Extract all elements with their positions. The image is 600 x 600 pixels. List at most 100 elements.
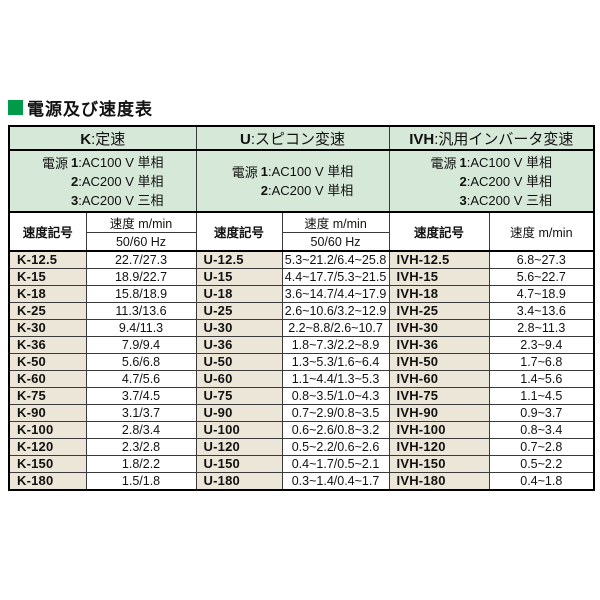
speed-value-cell: 4.7/5.6 — [85, 370, 197, 388]
table-row: K-120 2.3/2.8 U-120 0.5~2.2/0.6~2.6 IVH-120 0… — [8, 438, 595, 456]
speed-value-cell: 0.7~2.8 — [488, 438, 595, 456]
table-row: K-50 5.6/6.8 U-50 1.3~5.3/1.6~6.4 IVH-50 1.7~… — [8, 353, 595, 371]
title-green-square-icon — [8, 100, 23, 115]
power-label-u: 電源 — [231, 165, 258, 180]
power-line: 1:AC100 V 単相 — [260, 164, 354, 179]
speed-value-cell: 3.1/3.7 — [85, 404, 197, 422]
speed-value-cell: 22.7/27.3 — [85, 250, 197, 269]
speed-code-cell: IVH-120 — [388, 438, 490, 456]
speed-code-cell: U-75 — [195, 387, 283, 405]
speed-code-cell: U-90 — [195, 404, 283, 422]
page-title-text: 電源及び速度表 — [27, 100, 153, 119]
section-label-u: :スピコン変速 — [250, 130, 346, 148]
speed-value-cell: 0.7~2.9/0.8~3.5 — [281, 404, 390, 422]
speed-value-cell: 2.2~8.8/2.6~10.7 — [281, 319, 390, 337]
speed-code-cell: K-12.5 — [8, 250, 87, 269]
col-header-freq-u: 50/60 Hz — [281, 232, 390, 252]
speed-code-cell: IVH-150 — [388, 455, 490, 473]
speed-code-cell: K-30 — [8, 319, 87, 337]
speed-value-cell: 0.6~2.6/0.8~3.2 — [281, 421, 390, 439]
speed-value-cell: 1.3~5.3/1.6~6.4 — [281, 353, 390, 371]
section-code-k: K — [80, 130, 92, 148]
table-row: K-25 11.3/13.6 U-25 2.6~10.6/3.2~12.9 IVH-25… — [8, 302, 595, 320]
speed-code-cell: K-50 — [8, 353, 87, 371]
speed-table-body: K-12.5 22.7/27.3 U-12.5 5.3~21.2/6.4~25.8 IV… — [8, 250, 595, 491]
section-header-k: K:定速 — [8, 125, 197, 151]
col-header-code-u: 速度記号 — [195, 211, 283, 252]
speed-code-cell: IVH-36 — [388, 336, 490, 354]
col-header-code-k: 速度記号 — [8, 211, 87, 252]
speed-code-cell: U-60 — [195, 370, 283, 388]
speed-code-cell: IVH-25 — [388, 302, 490, 320]
power-line: 2:AC200 V 単相 — [459, 173, 553, 189]
power-line: 1:AC100 V 単相 — [71, 154, 164, 170]
power-speed-table: K:定速 U:スピコン変速 IVH:汎用インバータ変速 電源 1:AC100 V… — [8, 125, 596, 491]
speed-value-cell: 1.8~7.3/2.2~8.9 — [281, 336, 390, 354]
speed-value-cell: 0.5~2.2/0.6~2.6 — [281, 438, 390, 456]
speed-code-cell: IVH-50 — [388, 353, 490, 371]
table-row: K-90 3.1/3.7 U-90 0.7~2.9/0.8~3.5 IVH-90 0.9~… — [8, 404, 595, 422]
speed-code-cell: K-150 — [8, 455, 87, 473]
speed-value-cell: 5.3~21.2/6.4~25.8 — [281, 250, 390, 269]
speed-code-cell: IVH-30 — [388, 319, 490, 337]
speed-value-cell: 3.7/4.5 — [85, 387, 197, 405]
speed-code-cell: K-15 — [8, 268, 87, 286]
speed-code-cell: K-180 — [8, 472, 87, 491]
speed-code-cell: U-50 — [195, 353, 283, 371]
section-label-ivh: :汎用インバータ変速 — [434, 130, 574, 148]
table-row: K-60 4.7/5.6 U-60 1.1~4.4/1.3~5.3 IVH-60 1.4~… — [8, 370, 595, 388]
table-row: K-75 3.7/4.5 U-75 0.8~3.5/1.0~4.3 IVH-75 1.1~… — [8, 387, 595, 405]
speed-value-cell: 18.9/22.7 — [85, 268, 197, 286]
speed-code-cell: IVH-100 — [388, 421, 490, 439]
speed-value-cell: 0.8~3.4 — [488, 421, 595, 439]
speed-value-cell: 0.9~3.7 — [488, 404, 595, 422]
speed-value-cell: 5.6~22.7 — [488, 268, 595, 286]
col-header-speed-k: 速度 m/min — [85, 211, 197, 233]
col-header-freq-k: 50/60 Hz — [85, 232, 197, 252]
speed-value-cell: 7.9/9.4 — [85, 336, 197, 354]
speed-value-cell: 3.4~13.6 — [488, 302, 595, 320]
speed-value-cell: 2.3~9.4 — [488, 336, 595, 354]
table-row: K-36 7.9/9.4 U-36 1.8~7.3/2.2~8.9 IVH-36 2.3~… — [8, 336, 595, 354]
speed-value-cell: 1.7~6.8 — [488, 353, 595, 371]
power-label-ivh: 電源 — [430, 155, 457, 171]
speed-value-cell: 2.8/3.4 — [85, 421, 197, 439]
speed-value-cell: 1.5/1.8 — [85, 472, 197, 491]
speed-code-cell: IVH-75 — [388, 387, 490, 405]
power-line: 3:AC200 V 三相 — [71, 192, 164, 208]
speed-code-cell: IVH-12.5 — [388, 250, 490, 269]
speed-value-cell: 6.8~27.3 — [488, 250, 595, 269]
power-label-k: 電源 — [42, 155, 69, 171]
speed-value-cell: 3.6~14.7/4.4~17.9 — [281, 285, 390, 303]
table-row: K-18 15.8/18.9 U-18 3.6~14.7/4.4~17.9 IVH-18… — [8, 285, 595, 303]
speed-code-cell: U-25 — [195, 302, 283, 320]
table-row: K-30 9.4/11.3 U-30 2.2~8.8/2.6~10.7 IVH-30 2.… — [8, 319, 595, 337]
speed-code-cell: IVH-15 — [388, 268, 490, 286]
speed-value-cell: 1.1~4.5 — [488, 387, 595, 405]
col-header-speed-u: 速度 m/min — [281, 211, 390, 233]
power-line: 2:AC200 V 単相 — [71, 173, 164, 189]
speed-value-cell: 0.3~1.4/0.4~1.7 — [281, 472, 390, 491]
speed-code-cell: U-30 — [195, 319, 283, 337]
speed-code-cell: IVH-90 — [388, 404, 490, 422]
speed-code-cell: U-180 — [195, 472, 283, 491]
speed-value-cell: 9.4/11.3 — [85, 319, 197, 337]
power-line: 2:AC200 V 単相 — [260, 183, 354, 198]
speed-code-cell: K-100 — [8, 421, 87, 439]
speed-value-cell: 2.8~11.3 — [488, 319, 595, 337]
speed-code-cell: IVH-60 — [388, 370, 490, 388]
power-line: 1:AC100 V 単相 — [459, 154, 553, 170]
speed-value-cell: 11.3/13.6 — [85, 302, 197, 320]
speed-value-cell: 2.6~10.6/3.2~12.9 — [281, 302, 390, 320]
speed-code-cell: K-36 — [8, 336, 87, 354]
speed-code-cell: U-36 — [195, 336, 283, 354]
speed-code-cell: K-90 — [8, 404, 87, 422]
speed-code-cell: U-150 — [195, 455, 283, 473]
page-title: 電源及び速度表 — [8, 95, 153, 120]
speed-value-cell: 1.1~4.4/1.3~5.3 — [281, 370, 390, 388]
speed-value-cell: 15.8/18.9 — [85, 285, 197, 303]
section-label-k: :定速 — [91, 130, 126, 148]
power-cell-k: 電源 1:AC100 V 単相 2:AC200 V 単相 3:AC200 V 三… — [8, 149, 197, 213]
speed-code-cell: K-120 — [8, 438, 87, 456]
power-cell-u: 電源 1:AC100 V 単相 2:AC200 V 単相 — [195, 149, 390, 213]
